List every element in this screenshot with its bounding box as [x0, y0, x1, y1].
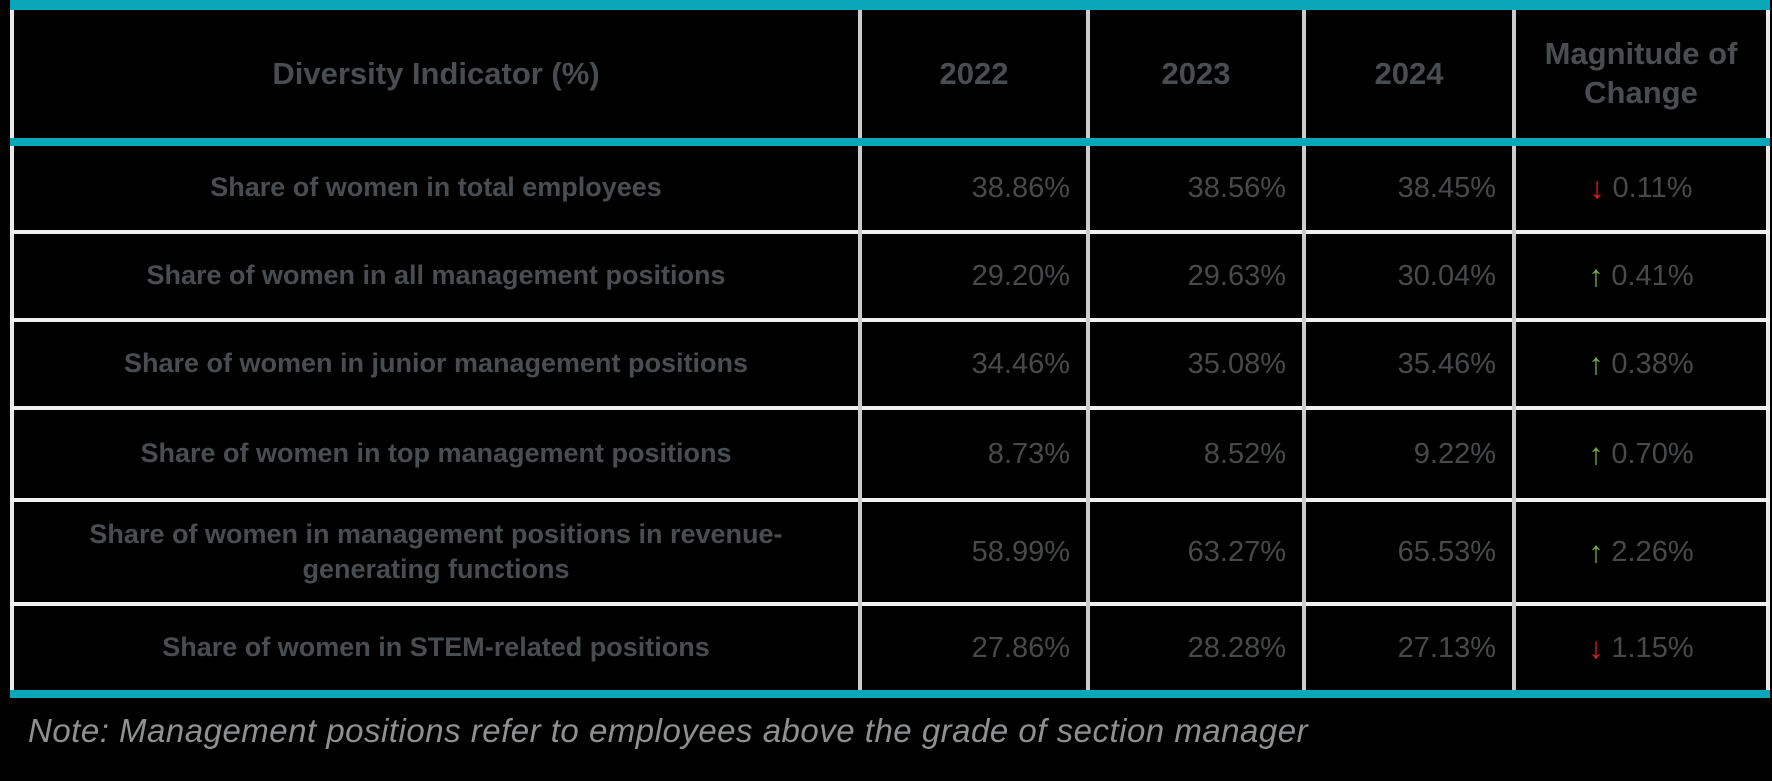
magnitude-cell: ↓ 1.15% [1512, 602, 1768, 694]
magnitude-value: 2.26% [1611, 536, 1694, 568]
value-2024: 38.45% [1302, 142, 1514, 232]
row-label: Share of women in all management positio… [12, 230, 860, 320]
trend-down-icon: ↓ [1588, 632, 1604, 665]
value-2023: 38.56% [1086, 142, 1304, 232]
table-row: Share of women in all management positio… [12, 230, 1768, 320]
magnitude-value: 0.11% [1612, 172, 1693, 204]
table-row: Share of women in total employees 38.86%… [12, 142, 1768, 232]
table-row: Share of women in management positions i… [12, 498, 1768, 604]
table-body: Share of women in total employees 38.86%… [12, 142, 1768, 694]
value-2022: 38.86% [858, 142, 1088, 232]
value-2022: 8.73% [858, 406, 1088, 500]
value-2023: 8.52% [1086, 406, 1304, 500]
magnitude-value: 0.41% [1611, 260, 1694, 292]
trend-down-icon: ↓ [1589, 172, 1605, 205]
header-magnitude: Magnitude of Change [1512, 5, 1768, 146]
value-2023: 35.08% [1086, 318, 1304, 408]
header-row: Diversity Indicator (%) 2022 2023 2024 M… [12, 5, 1768, 146]
header-indicator: Diversity Indicator (%) [12, 5, 860, 146]
header-2024: 2024 [1302, 5, 1514, 146]
magnitude-value: 0.38% [1611, 348, 1694, 380]
row-label: Share of women in management positions i… [12, 498, 860, 604]
trend-up-icon: ↑ [1588, 438, 1604, 471]
value-2022: 29.20% [858, 230, 1088, 320]
value-2023: 63.27% [1086, 498, 1304, 604]
value-2023: 29.63% [1086, 230, 1304, 320]
magnitude-cell: ↑ 0.70% [1512, 406, 1768, 500]
value-2024: 30.04% [1302, 230, 1514, 320]
table-row: Share of women in junior management posi… [12, 318, 1768, 408]
table-header: Diversity Indicator (%) 2022 2023 2024 M… [12, 5, 1768, 146]
magnitude-cell: ↓ 0.11% [1512, 142, 1768, 232]
table-row: Share of women in STEM-related positions… [12, 602, 1768, 694]
value-2024: 27.13% [1302, 602, 1514, 694]
magnitude-cell: ↑ 0.41% [1512, 230, 1768, 320]
value-2022: 58.99% [858, 498, 1088, 604]
diversity-indicators-table: Diversity Indicator (%) 2022 2023 2024 M… [10, 0, 1770, 698]
header-2022: 2022 [858, 5, 1088, 146]
value-2022: 34.46% [858, 318, 1088, 408]
value-2024: 9.22% [1302, 406, 1514, 500]
trend-up-icon: ↑ [1588, 260, 1604, 293]
magnitude-value: 0.70% [1611, 438, 1694, 470]
row-label: Share of women in junior management posi… [12, 318, 860, 408]
trend-up-icon: ↑ [1588, 536, 1604, 569]
row-label: Share of women in STEM-related positions [12, 602, 860, 694]
row-label: Share of women in top management positio… [12, 406, 860, 500]
value-2024: 65.53% [1302, 498, 1514, 604]
value-2022: 27.86% [858, 602, 1088, 694]
value-2024: 35.46% [1302, 318, 1514, 408]
magnitude-cell: ↑ 2.26% [1512, 498, 1768, 604]
header-2023: 2023 [1086, 5, 1304, 146]
value-2023: 28.28% [1086, 602, 1304, 694]
magnitude-cell: ↑ 0.38% [1512, 318, 1768, 408]
table-row: Share of women in top management positio… [12, 406, 1768, 500]
row-label: Share of women in total employees [210, 172, 662, 203]
trend-up-icon: ↑ [1588, 348, 1604, 381]
table-footnote: Note: Management positions refer to empl… [28, 712, 1309, 749]
magnitude-value: 1.15% [1611, 632, 1694, 664]
